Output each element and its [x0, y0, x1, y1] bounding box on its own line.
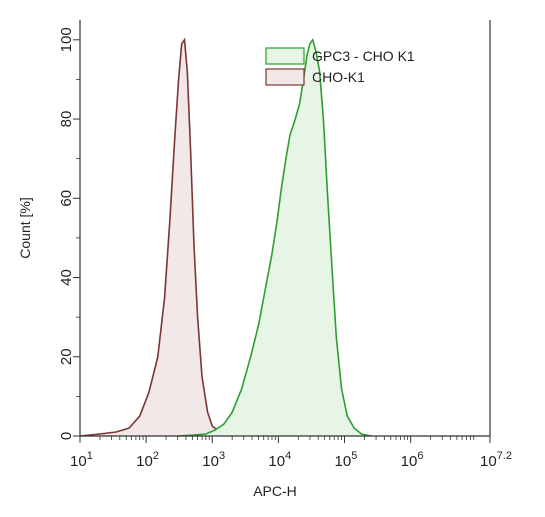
x-tick-label: 104 [268, 450, 291, 470]
y-tick-label: 0 [58, 432, 75, 440]
y-tick-label: 20 [58, 348, 75, 365]
legend-label: GPC3 - CHO K1 [312, 48, 415, 64]
y-tick-label: 80 [58, 111, 75, 128]
legend-label: CHO-K1 [312, 69, 365, 85]
y-axis-title: Count [%] [17, 197, 33, 258]
x-tick-label: 103 [202, 450, 225, 470]
series-line-0 [177, 37, 371, 437]
legend-swatch [265, 68, 305, 86]
y-tick-label: 40 [58, 269, 75, 286]
x-axis-title: APC-H [253, 483, 297, 499]
series-area-0 [177, 39, 371, 437]
x-tick-label: 102 [136, 450, 159, 470]
y-tick-label: 60 [58, 190, 75, 207]
y-tick-label: 100 [58, 27, 75, 52]
x-tick-label: 106 [401, 450, 424, 470]
x-tick-label: 107.2 [480, 450, 512, 470]
x-tick-label: 101 [70, 450, 93, 470]
x-tick-label: 105 [335, 450, 358, 470]
legend-swatch [265, 47, 305, 65]
series-line-1 [79, 37, 259, 437]
